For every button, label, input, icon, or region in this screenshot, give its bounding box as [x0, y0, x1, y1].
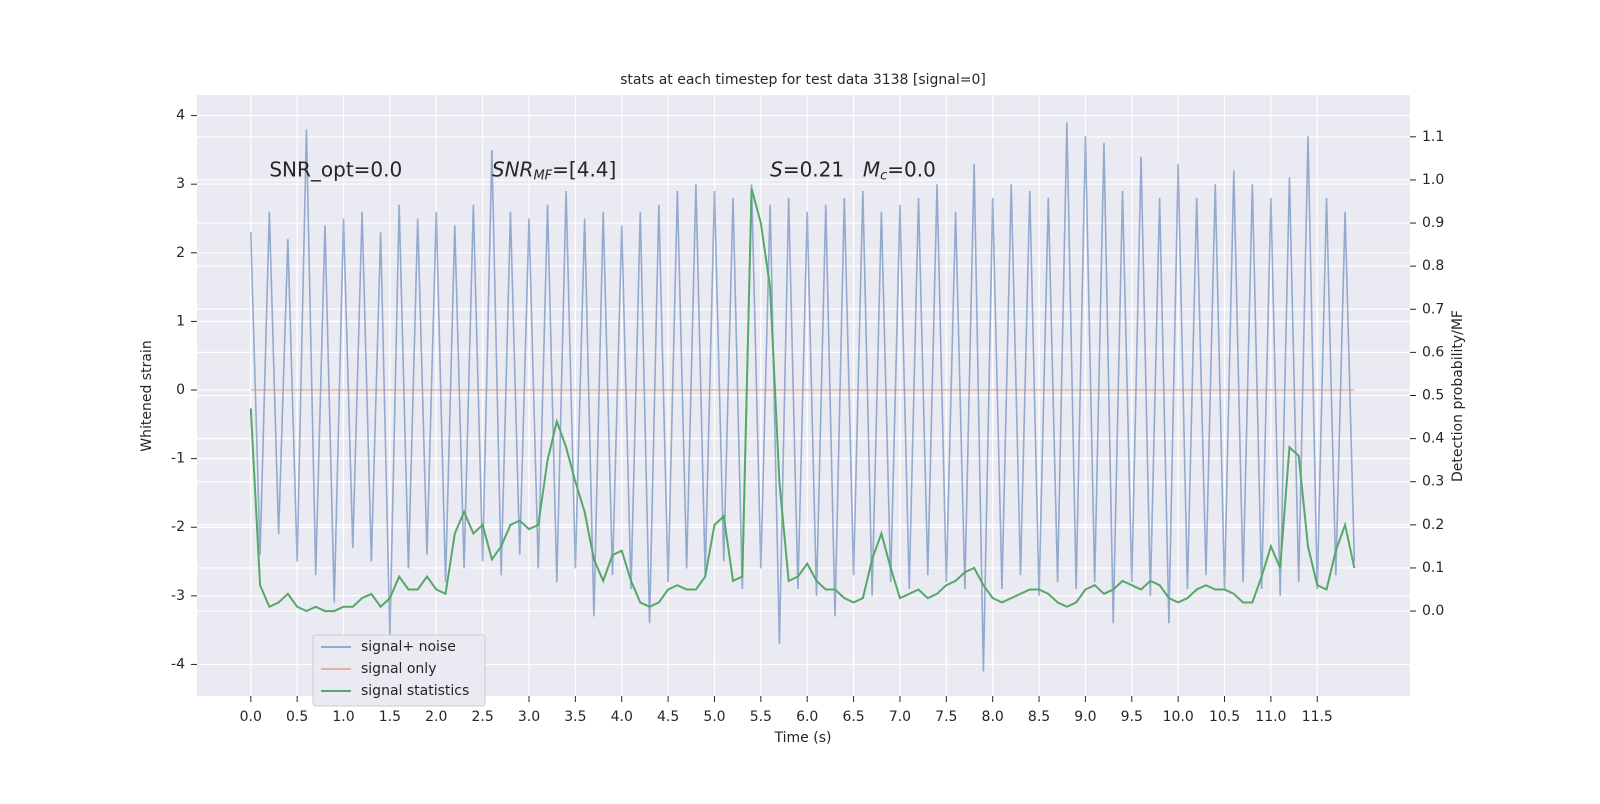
x-tick-label: 3.0	[518, 709, 540, 725]
y-tick-label: 3	[176, 176, 185, 192]
y-tick-label: 4	[176, 108, 185, 124]
x-tick-label: 5.0	[703, 709, 725, 725]
y2-tick-label: 0.0	[1422, 603, 1444, 619]
y2-tick-label: 0.9	[1422, 215, 1444, 231]
annotation-symbol: M	[863, 157, 880, 181]
y2-tick-label: 0.1	[1422, 560, 1444, 576]
annotation-symbol: SNR	[492, 157, 534, 181]
annotation: Mc=0.0	[863, 157, 936, 183]
x-tick-label: 1.0	[332, 709, 354, 725]
x-tick-label: 9.0	[1074, 709, 1096, 725]
y-axis-label: Whitened strain	[139, 340, 155, 451]
y2-tick-label: 0.6	[1422, 344, 1444, 360]
x-tick-label: 0.0	[240, 709, 262, 725]
y-tick-label: 1	[176, 313, 185, 329]
y2-tick-label: 0.4	[1422, 431, 1444, 447]
y2-tick-label: 0.8	[1422, 258, 1444, 274]
legend-label: signal statistics	[361, 683, 469, 699]
y2-tick-label: 0.3	[1422, 474, 1444, 490]
annotation-subscript: MF	[533, 168, 552, 183]
x-tick-label: 10.0	[1163, 709, 1194, 725]
x-tick-label: 10.5	[1209, 709, 1240, 725]
y-tick-label: -1	[171, 451, 185, 467]
annotation: SNRMF=[4.4]	[492, 157, 616, 183]
x-tick-label: 8.0	[982, 709, 1004, 725]
annotation-text: =0.21	[783, 157, 844, 181]
annotation: S=0.21	[770, 157, 844, 181]
annotation-symbol: S	[770, 157, 783, 181]
x-axis-label: Time (s)	[774, 730, 832, 746]
x-tick-label: 11.0	[1255, 709, 1286, 725]
x-tick-label: 6.5	[842, 709, 864, 725]
x-tick-label: 9.5	[1121, 709, 1143, 725]
x-tick-label: 4.5	[657, 709, 679, 725]
annotation: SNR_opt=0.0	[269, 157, 402, 181]
x-tick-label: 7.0	[889, 709, 911, 725]
y-tick-label: 0	[176, 382, 185, 398]
x-tick-label: 2.0	[425, 709, 447, 725]
y2-tick-label: 1.1	[1422, 129, 1444, 145]
y-tick-label: 2	[176, 245, 185, 261]
legend-label: signal+ noise	[361, 639, 456, 655]
y-tick-label: -4	[171, 656, 185, 672]
x-tick-label: 6.0	[796, 709, 818, 725]
y2-axis-label: Detection probability/MF	[1450, 310, 1466, 482]
annotation-subscript: c	[880, 168, 887, 183]
series-line	[249, 188, 1356, 613]
x-tick-label: 11.5	[1302, 709, 1333, 725]
y2-tick-label: 0.5	[1422, 388, 1444, 404]
x-tick-label: 0.5	[286, 709, 308, 725]
y2-tick-label: 0.7	[1422, 301, 1444, 317]
x-tick-label: 2.5	[471, 709, 493, 725]
y2-tick-label: 0.2	[1422, 517, 1444, 533]
x-tick-label: 8.5	[1028, 709, 1050, 725]
y2-tick-label: 1.0	[1422, 172, 1444, 188]
y-tick-label: -3	[171, 588, 185, 604]
annotation-text: SNR_opt=0.0	[269, 157, 402, 181]
annotation-text: =[4.4]	[552, 157, 616, 181]
annotation-text: =0.0	[887, 157, 936, 181]
x-tick-label: 4.0	[611, 709, 633, 725]
x-tick-label: 1.5	[379, 709, 401, 725]
chart-title: stats at each timestep for test data 313…	[620, 72, 986, 88]
series-line	[249, 122, 1356, 672]
x-tick-label: 3.5	[564, 709, 586, 725]
x-tick-label: 7.5	[935, 709, 957, 725]
legend-box	[312, 634, 486, 707]
legend-label: signal only	[361, 661, 436, 677]
y-tick-label: -2	[171, 519, 185, 535]
x-tick-label: 5.5	[750, 709, 772, 725]
